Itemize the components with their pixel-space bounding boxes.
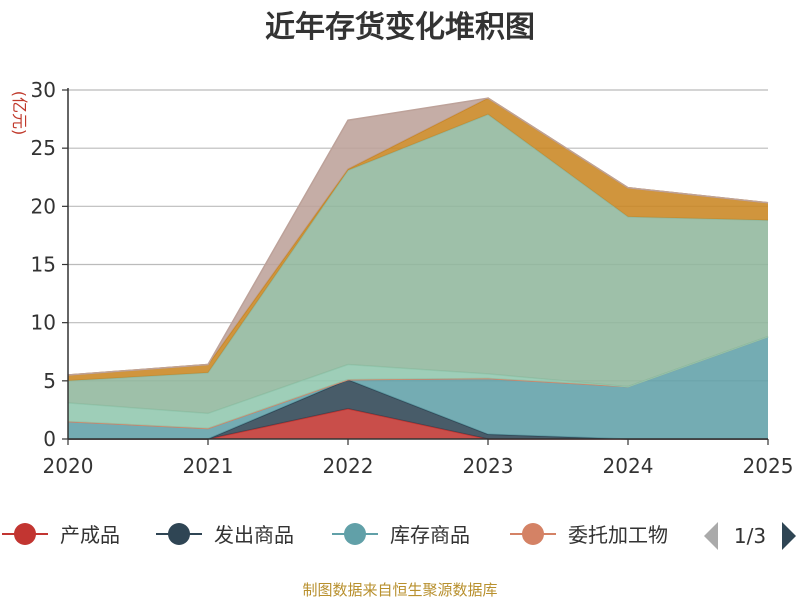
y-axis-unit: (亿元): [10, 91, 29, 136]
legend-item[interactable]: 产成品: [2, 523, 120, 547]
legend-item[interactable]: 发出商品: [156, 523, 294, 547]
legend-prev-icon[interactable]: [704, 522, 718, 550]
legend-label: 委托加工物: [568, 523, 668, 547]
area-series: [67, 97, 769, 440]
legend-next-icon[interactable]: [782, 522, 796, 550]
y-tick-label: 15: [31, 253, 56, 277]
area-series-6: [68, 114, 768, 414]
x-tick-label: 2024: [603, 454, 654, 478]
legend-page-indicator: 1/3: [734, 524, 766, 548]
data-source: 制图数据来自恒生聚源数据库: [302, 581, 497, 599]
y-tick-labels: 0 5 10 15 20 25 30: [31, 78, 56, 451]
x-tick-labels: 2020 2021 2022 2023 2024 2025: [43, 454, 794, 478]
x-tick-label: 2020: [43, 454, 94, 478]
x-tick-label: 2025: [743, 454, 794, 478]
y-tick-label: 5: [43, 369, 56, 393]
area-series-2: [68, 379, 768, 439]
legend-label: 库存商品: [390, 523, 470, 547]
legend-item[interactable]: 委托加工物: [510, 523, 668, 547]
legend-label: 发出商品: [214, 523, 294, 547]
legend-item[interactable]: 库存商品: [332, 523, 470, 547]
legend-label: 产成品: [60, 523, 120, 547]
legend-circle-icon: [168, 523, 190, 545]
legend-circle-icon: [14, 523, 36, 545]
area-series-5: [68, 336, 768, 429]
y-tick-label: 25: [31, 136, 56, 160]
x-tick-label: 2023: [463, 454, 514, 478]
y-tick-label: 20: [31, 194, 56, 218]
chart-title: 近年存货变化堆积图: [265, 10, 535, 45]
y-tick-label: 0: [43, 427, 56, 451]
area-line-8: [67, 97, 769, 376]
area-series-7: [68, 98, 768, 381]
area-series-3: [68, 336, 768, 439]
x-tick-label: 2021: [183, 454, 234, 478]
legend-circle-icon: [522, 523, 544, 545]
x-tick-label: 2022: [323, 454, 374, 478]
area-series-8: [68, 98, 768, 375]
legend-pager: 1/3: [704, 522, 796, 550]
legend-circle-icon: [344, 523, 366, 545]
y-tick-label: 30: [31, 78, 56, 102]
axes: [67, 88, 769, 445]
y-tick-label: 10: [31, 311, 56, 335]
legend: 产成品 发出商品 库存商品 委托加工物: [2, 523, 668, 547]
